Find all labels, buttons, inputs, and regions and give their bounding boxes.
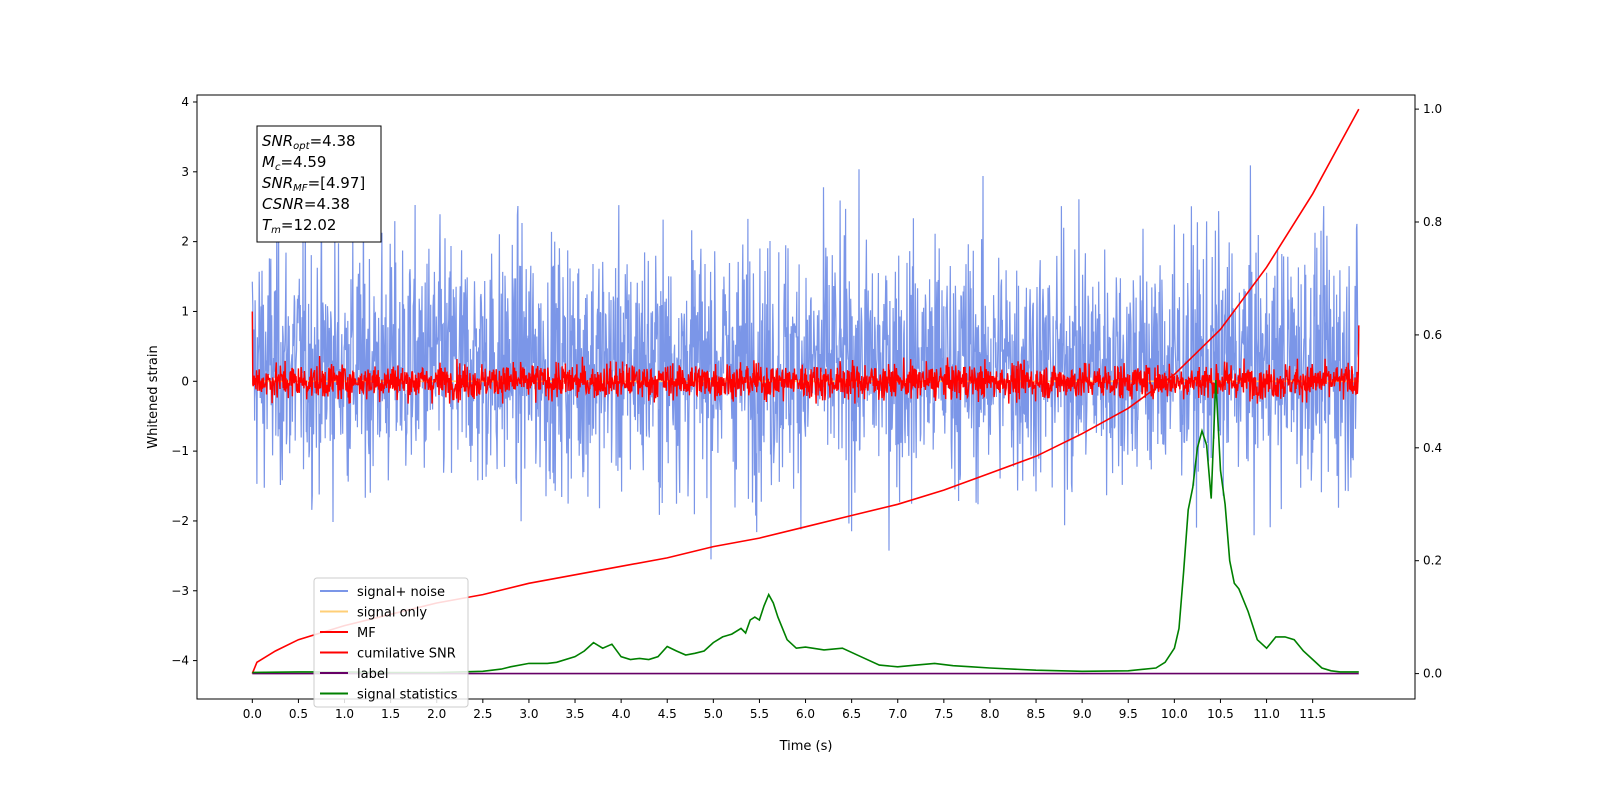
series-mf: [251, 311, 1360, 404]
x-tick-label: 0.0: [243, 707, 262, 721]
annotation-line: SNRMF=[4.97]: [262, 174, 365, 194]
x-tick-label: 2.5: [473, 707, 492, 721]
y-tick-label: −2: [171, 514, 189, 528]
x-tick-label: 3.5: [565, 707, 584, 721]
x-tick-label: 2.0: [427, 707, 446, 721]
legend-label: cumilative SNR: [357, 647, 456, 662]
x-tick-label: 10.0: [1161, 707, 1188, 721]
annotation-line: Tm=12.02: [262, 216, 336, 236]
x-tick-label: 6.5: [842, 707, 861, 721]
legend-label: signal only: [357, 606, 427, 621]
x-tick-label: 10.5: [1207, 707, 1234, 721]
legend-label: MF: [357, 626, 376, 641]
y-tick-label: 0: [181, 374, 189, 388]
x-tick-label: 4.5: [658, 707, 677, 721]
x-tick-label: 9.5: [1119, 707, 1138, 721]
x-tick-label: 6.0: [796, 707, 815, 721]
x-axis-ticks: 0.0 0.5 1.0 1.5 2.0 2.5 3.0 3.5 4.0 4.5 5.0 5.5 6.0 6…: [243, 699, 1326, 721]
y2-tick-label: 0.6: [1423, 328, 1442, 342]
legend-label: label: [357, 667, 388, 682]
y-tick-label: −1: [171, 444, 189, 458]
x-tick-label: 9.0: [1073, 707, 1092, 721]
y2-tick-label: 1.0: [1423, 102, 1442, 116]
x-tick-label: 4.0: [612, 707, 631, 721]
series-signal-noise: [251, 165, 1360, 560]
annotation-line: Mc=4.59: [262, 153, 326, 173]
y-tick-label: 1: [181, 304, 189, 318]
annotation-line: SNRopt=4.38: [262, 132, 356, 152]
x-tick-label: 11.0: [1253, 707, 1280, 721]
y2-tick-label: 0.8: [1423, 215, 1442, 229]
y2-tick-label: 0.2: [1423, 554, 1442, 568]
y-tick-label: 4: [181, 95, 189, 109]
x-tick-label: 0.5: [289, 707, 308, 721]
y-tick-label: 3: [181, 165, 189, 179]
y2-axis-ticks: 1.0 0.8 0.6 0.4 0.2 0.0: [1415, 102, 1442, 681]
x-tick-label: 8.5: [1026, 707, 1045, 721]
annotation-line: CSNR=4.38: [262, 195, 350, 213]
y2-tick-label: 0.4: [1423, 441, 1442, 455]
x-tick-label: 7.0: [888, 707, 907, 721]
y-tick-label: −4: [171, 654, 189, 668]
x-tick-label: 3.0: [519, 707, 538, 721]
x-tick-label: 7.5: [934, 707, 953, 721]
x-tick-label: 5.5: [750, 707, 769, 721]
y-tick-label: 2: [181, 235, 189, 249]
x-tick-label: 1.5: [381, 707, 400, 721]
y-axis-label: Whitened strain: [146, 345, 161, 448]
x-tick-label: 5.0: [704, 707, 723, 721]
x-axis-label: Time (s): [779, 739, 833, 754]
y-tick-label: −3: [171, 584, 189, 598]
series-signal-statistics: [252, 380, 1359, 674]
x-tick-label: 11.5: [1299, 707, 1326, 721]
x-tick-label: 1.0: [335, 707, 354, 721]
legend-label: signal statistics: [357, 688, 458, 703]
y-axis-ticks: 4 3 2 1 0 −1 −2 −3 −4: [171, 95, 197, 668]
x-tick-label: 8.0: [980, 707, 999, 721]
legend: signal+ noise signal only MF cumilative SNR…: [313, 577, 469, 708]
legend-label: signal+ noise: [357, 585, 445, 600]
y2-tick-label: 0.0: [1423, 667, 1442, 681]
